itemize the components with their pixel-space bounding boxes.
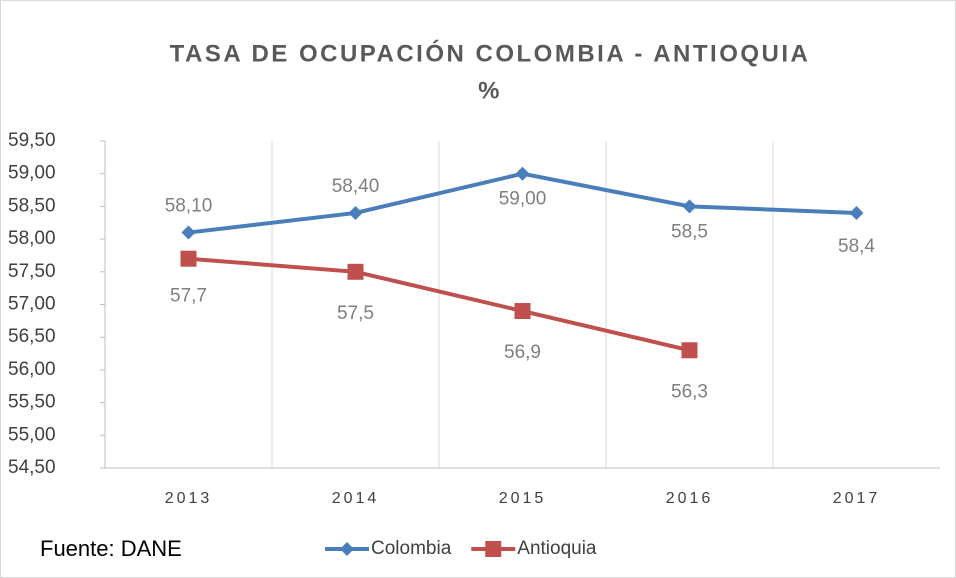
y-tick-label: 59,50 [8, 130, 56, 151]
marker [180, 250, 197, 267]
data-label: 56,3 [671, 381, 708, 402]
x-tick-label: 2016 [666, 490, 714, 507]
y-tick-label: 57,00 [8, 294, 56, 315]
y-tick-label: 55,50 [8, 392, 56, 413]
y-tick-label: 55,00 [8, 424, 56, 445]
legend-label: Antioquia [517, 538, 597, 559]
x-tick-label: 2015 [499, 490, 547, 507]
marker [681, 342, 698, 359]
y-tick-label: 57,50 [8, 261, 56, 282]
marker [849, 205, 864, 220]
source-note: Fuente: DANE [40, 536, 182, 561]
marker [485, 541, 502, 557]
chart-title: TASA DE OCUPACIÓN COLOMBIA - ANTIOQUIA [170, 39, 811, 67]
legend-label: Colombia [371, 538, 452, 559]
y-tick-label: 58,00 [8, 228, 56, 249]
y-tick-label: 54,50 [8, 457, 56, 478]
marker [514, 303, 531, 320]
x-tick-label: 2014 [332, 490, 380, 507]
y-tick-label: 56,00 [8, 359, 56, 380]
marker [347, 263, 364, 280]
data-label: 58,40 [332, 176, 380, 197]
marker [515, 166, 530, 181]
data-label: 57,7 [170, 286, 207, 307]
y-tick-label: 59,00 [8, 163, 56, 184]
x-tick-label: 2013 [165, 490, 213, 507]
data-label: 58,5 [671, 221, 708, 242]
data-label: 59,00 [499, 189, 547, 210]
marker [682, 199, 697, 214]
data-label: 56,9 [504, 342, 541, 363]
x-tick-label: 2017 [833, 490, 881, 507]
marker [340, 542, 354, 556]
data-label: 57,5 [337, 303, 374, 324]
marker [181, 225, 196, 240]
y-tick-label: 58,50 [8, 195, 56, 216]
data-label: 58,4 [838, 236, 875, 257]
y-tick-label: 56,50 [8, 326, 56, 347]
marker [348, 205, 363, 220]
data-label: 58,10 [165, 196, 213, 217]
chart-subtitle: % [478, 77, 502, 104]
series-line [188, 256, 690, 353]
